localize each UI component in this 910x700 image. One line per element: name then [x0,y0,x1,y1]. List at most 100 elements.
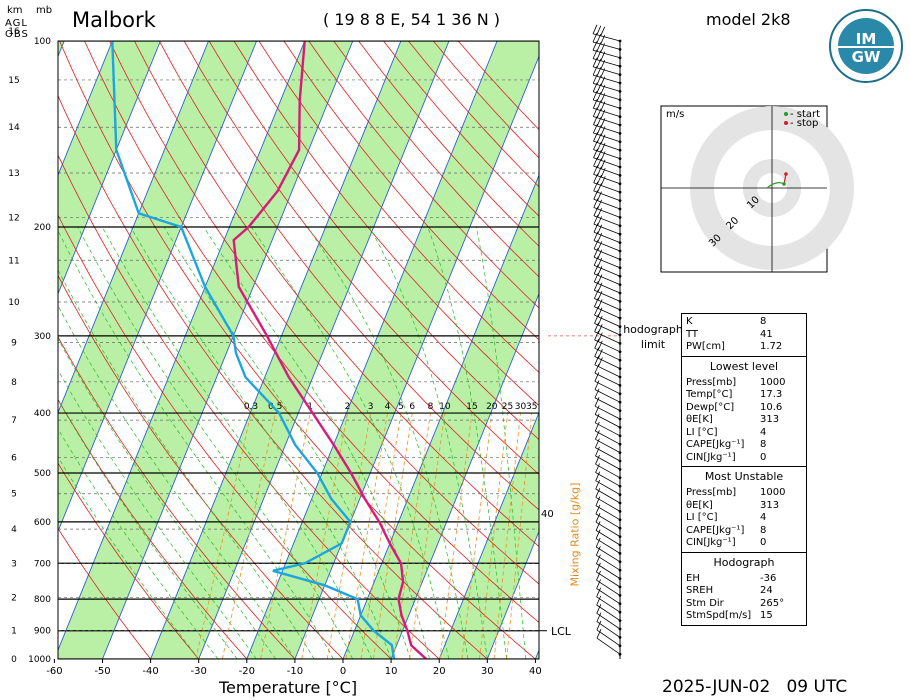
hodo-param-value: -36 [760,572,777,584]
lowest-param-value: 10.6 [760,401,783,413]
wind-barb [596,579,621,605]
lowest-level-title: Lowest level [709,359,779,373]
isotherm-band [150,41,449,659]
mixing-ratio-line [479,413,508,659]
isotherm-line [58,41,209,414]
unstable-param-value: 0 [760,537,767,548]
plot-frame [57,40,540,660]
height-unit-obs: OBS [5,29,29,40]
unstable-param-row: Press[mb] 1000 [686,487,802,500]
mixing-ratio-axis-label: Mixing Ratio [g/kg] [568,482,582,587]
lowest-param-value: 0 [760,451,767,463]
pressure-unit: mb [36,5,53,16]
wind-barb [592,90,621,109]
hodo-param-row: SREH 24 [686,585,802,598]
wind-barb [596,604,621,630]
isotherm-line [294,55,539,659]
lowest-param-value: 4 [760,426,767,438]
wind-barb [595,521,621,546]
wind-barb [593,281,621,302]
height-tick-label: 0 [11,655,17,665]
isotherm-band [58,41,65,57]
wind-barb [594,388,621,411]
wind-barb [593,198,621,218]
wind-barb [596,562,621,588]
wind-barb [592,99,621,117]
isotherm-line [342,173,539,659]
wind-barb-dot [618,182,622,186]
lowest-param-key: CIN[Jkg⁻¹] [686,451,736,463]
dry-adiabat [134,41,539,548]
index-row: PW[cm] 1.72 [686,341,802,354]
height-tick-label: 12 [8,213,19,223]
moist-adiabat [475,226,527,659]
pressure-tick-label: 400 [34,409,51,419]
unstable-param-row: θE[K] 313 [686,500,802,513]
height-tick-label: 5 [11,490,17,500]
wind-barb [594,289,621,311]
unstable-param-value: 8 [760,524,767,536]
moist-adiabat [369,226,488,659]
wind-barb [595,513,621,537]
hodograph-start-marker [782,182,786,186]
mixing-ratio-tick-label: 20 [486,402,498,412]
wind-barb [594,339,621,361]
index-key: TT [686,328,699,340]
wind-barb [595,496,621,521]
wind-barb [595,488,621,512]
pressure-tick-label: 500 [34,469,51,479]
wind-barb [592,65,621,84]
unstable-param-key: CAPE[Jkg⁻¹] [686,524,745,536]
lowest-param-key: Temp[°C] [686,389,733,400]
wind-barb [595,446,621,470]
wind-barb [594,397,621,420]
wind-barb [593,256,621,277]
mixing-ratio-line [493,413,521,659]
lowest-param-row: θE[K] 313 [686,414,802,427]
temperature-tick-label: -10 [287,666,303,677]
unstable-param-value: 1000 [760,487,786,498]
wind-barb [592,57,621,75]
dry-adiabat [308,41,539,309]
moist-adiabat [58,269,315,659]
pressure-tick-label: 600 [34,518,51,528]
hodograph-params-title: Hodograph [713,555,775,569]
wind-barb [593,140,621,159]
imgw-logo-text-top: IM [856,30,877,48]
station-coordinates: ( 19 8 8 E, 54 1 36 N ) [323,10,501,29]
wind-barb [593,123,621,143]
wind-barb [593,156,621,176]
pressure-tick-label: 800 [34,595,51,605]
temperature-tick-label: -60 [46,666,62,677]
wind-barb [593,214,621,235]
wind-barb-dot [618,190,622,194]
height-tick-label: 10 [8,298,20,308]
wind-barb [596,571,621,596]
lowest-param-row: CAPE[Jkg⁻¹] 8 [686,439,802,452]
wind-barb [592,24,621,42]
temperature-tick-label: -50 [94,666,110,677]
most-unstable-section: Most Unstable Press[mb] 1000 θE[K] 313 LI [°… [682,466,806,552]
hodograph-start-marker-legend [784,112,788,116]
unstable-param-key: CIN[Jkg⁻¹] [686,537,736,548]
indices-section: K 8 TT 41 PW[cm] 1.72 [682,314,806,356]
dry-adiabat [158,41,539,511]
index-value: 1.72 [760,341,783,352]
lowest-param-row: Press[mb] 1000 [686,377,802,390]
isotherm-line [58,41,161,296]
wind-barb [593,190,621,210]
isotherm-line [58,41,306,652]
wind-barb [594,322,621,344]
index-key: K [686,316,693,327]
dry-adiabat [58,462,200,659]
wind-barb-dot [618,140,622,144]
temperature-tick-label: -30 [191,666,207,677]
isotherm-line [198,41,450,659]
hodo-param-row: Stm Dir 265° [686,598,802,611]
mixing-ratio-tick-label: 3 [368,402,374,412]
wind-barb [593,165,621,185]
wind-barb [594,405,621,428]
mixing-ratio-tick-label: 15 [466,402,477,412]
hodo-param-key: EH [686,572,700,584]
mixing-ratio-tick-label: 2 [345,402,351,412]
